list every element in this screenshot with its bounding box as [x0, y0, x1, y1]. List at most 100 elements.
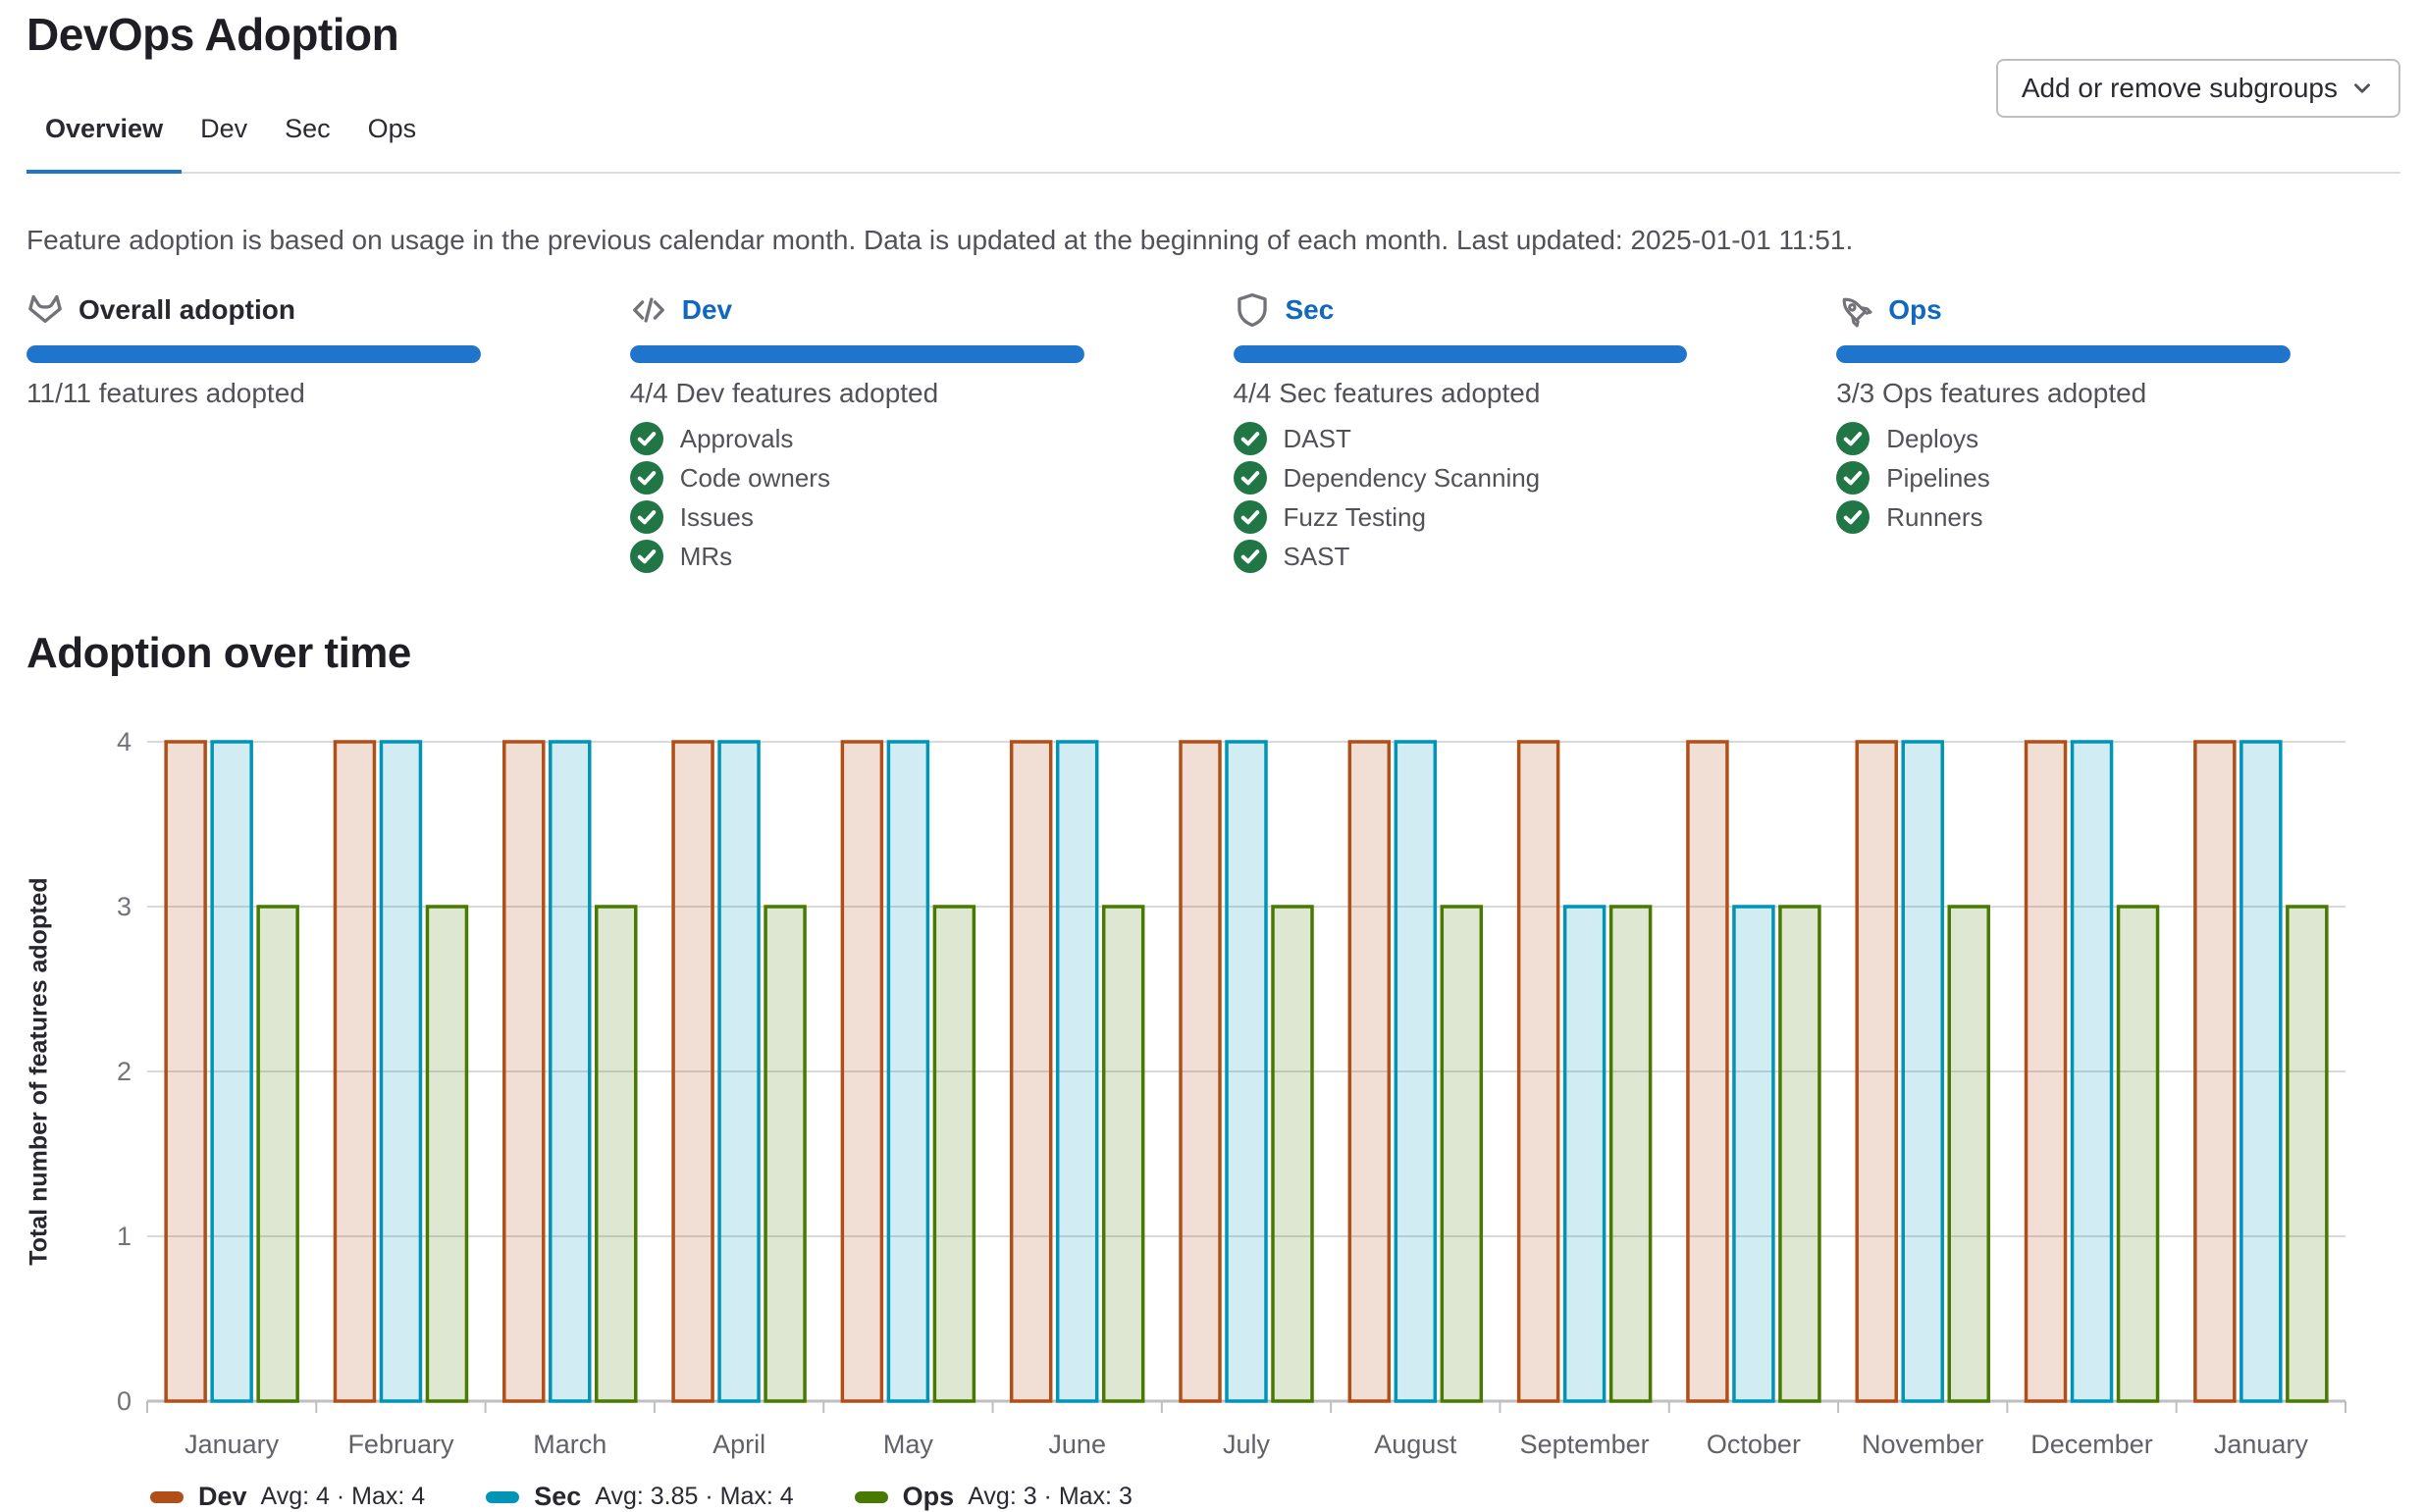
progress-bar-sec: [1233, 345, 1688, 363]
feature-label: SAST: [1283, 541, 1350, 571]
bar-sec-5-may[interactable]: [886, 740, 930, 1403]
card-subtitle-ops: 3/3 Ops features adopted: [1836, 378, 2147, 408]
legend-stats: Avg: 4 · Max: 4: [260, 1483, 426, 1510]
tab-bar: Overview Dev Sec Ops Add or remove subgr…: [26, 59, 2400, 174]
bar-dev-13-january[interactable]: [2193, 740, 2237, 1403]
bar-ops-13-january[interactable]: [2286, 905, 2329, 1403]
bar-sec-8-august[interactable]: [1394, 740, 1438, 1403]
legend-swatch-dev: [150, 1490, 184, 1503]
feature-mrs: MRs: [629, 537, 1194, 576]
bar-sec-4-april[interactable]: [717, 740, 761, 1403]
bar-dev-4-april[interactable]: [671, 740, 714, 1403]
rocket-icon: [1842, 297, 1872, 328]
x-axis-label-6-june: June: [1048, 1430, 1106, 1459]
bar-ops-8-august[interactable]: [1440, 905, 1484, 1403]
bar-dev-2-february[interactable]: [333, 740, 377, 1403]
feature-list-dev: Approvals Code owners Issues MRs: [629, 419, 1194, 576]
bar-dev-5-may[interactable]: [840, 740, 884, 1403]
bar-sec-7-july[interactable]: [1225, 740, 1268, 1403]
bar-sec-3-march[interactable]: [549, 740, 592, 1403]
bar-dev-12-december[interactable]: [2024, 740, 2068, 1403]
bar-ops-1-january[interactable]: [256, 905, 299, 1403]
x-axis-label-9-september: September: [1520, 1430, 1650, 1459]
tab-sec[interactable]: Sec: [266, 104, 349, 174]
bar-dev-11-november[interactable]: [1855, 740, 1898, 1403]
bar-chart-plot: 0 1 2 3 4 January February March April May June Jul…: [117, 727, 2346, 1459]
bar-sec-2-february[interactable]: [379, 740, 423, 1403]
feature-label: Approvals: [679, 423, 794, 453]
adoption-cards: Overall adoption 11/11 features adopted …: [26, 291, 2400, 576]
x-axis-label-13-january: January: [2214, 1430, 2309, 1459]
progress-bar-ops: [1836, 345, 2291, 363]
bar-ops-4-april[interactable]: [764, 905, 807, 1403]
bar-ops-11-november[interactable]: [1947, 905, 1990, 1403]
bar-sec-9-september[interactable]: [1562, 905, 1607, 1403]
bar-ops-7-july[interactable]: [1271, 905, 1314, 1403]
bar-ops-3-march[interactable]: [595, 905, 638, 1403]
feature-pipelines: Pipelines: [1836, 458, 2400, 497]
check-circle-icon: [629, 422, 663, 455]
feature-fuzz-testing: Fuzz Testing: [1233, 497, 1798, 537]
bar-dev-7-july[interactable]: [1179, 740, 1222, 1403]
tabs: Overview Dev Sec Ops: [26, 104, 2400, 174]
bar-dev-10-october[interactable]: [1686, 740, 1729, 1403]
bar-ops-12-december[interactable]: [2116, 905, 2160, 1403]
add-or-remove-subgroups-button[interactable]: Add or remove subgroups: [1995, 59, 2400, 118]
progress-bar-dev: [629, 345, 1084, 363]
feature-label: Code owners: [679, 462, 830, 493]
check-circle-icon: [629, 500, 663, 534]
bar-dev-1-january[interactable]: [164, 740, 207, 1403]
feature-dast: DAST: [1233, 419, 1798, 458]
feature-code-owners: Code owners: [629, 458, 1194, 497]
adoption-over-time-chart: Total number of features adopted 0 1 2 3 4 Ja…: [0, 719, 2424, 1460]
check-circle-icon: [1836, 461, 1871, 495]
y-tick-label-3: 3: [117, 892, 132, 921]
bar-sec-12-december[interactable]: [2070, 740, 2114, 1403]
bar-sec-11-november[interactable]: [1901, 740, 1944, 1403]
card-header: Sec: [1234, 291, 1798, 329]
shield-icon: [1237, 292, 1267, 328]
bar-dev-6-june[interactable]: [1009, 740, 1053, 1403]
card-subtitle-sec: 4/4 Sec features adopted: [1233, 378, 1541, 408]
bar-dev-8-august[interactable]: [1347, 740, 1392, 1403]
bar-sec-13-january[interactable]: [2240, 740, 2283, 1403]
bar-ops-2-february[interactable]: [425, 905, 469, 1403]
tab-overview[interactable]: Overview: [26, 104, 183, 174]
x-axis-label-2-february: February: [347, 1430, 454, 1459]
legend-name: Ops: [902, 1482, 955, 1511]
y-tick-label-1: 1: [117, 1222, 132, 1251]
bar-dev-3-march[interactable]: [502, 740, 546, 1403]
check-circle-icon: [629, 461, 663, 495]
card-subtitle-dev: 4/4 Dev features adopted: [629, 378, 939, 408]
card-header: Overall adoption: [26, 291, 591, 329]
tab-dev[interactable]: Dev: [182, 104, 266, 174]
bar-sec-6-june[interactable]: [1055, 740, 1099, 1403]
check-circle-icon: [629, 540, 663, 573]
feature-runners: Runners: [1836, 497, 2400, 537]
x-axis-label-4-april: April: [712, 1430, 765, 1459]
card-title-dev-link[interactable]: Dev: [681, 294, 733, 325]
tanuki-icon: [28, 294, 62, 324]
card-sec: Sec 4/4 Sec features adopted DAST Depend…: [1233, 291, 1798, 576]
legend-item-ops: Ops Avg: 3 · Max: 3: [854, 1482, 1133, 1512]
bar-dev-9-september[interactable]: [1516, 740, 1560, 1403]
x-axis-label-12-december: December: [2030, 1430, 2153, 1459]
x-axis-label-8-august: August: [1374, 1430, 1457, 1459]
x-axis-label-7-july: July: [1223, 1430, 1271, 1459]
legend-swatch-sec: [486, 1490, 520, 1503]
page-title: DevOps Adoption: [26, 9, 399, 60]
card-title-ops-link[interactable]: Ops: [1888, 294, 1942, 325]
feature-label: Issues: [679, 501, 754, 532]
check-circle-icon: [1233, 540, 1267, 573]
bar-ops-10-october[interactable]: [1778, 905, 1821, 1403]
tab-ops[interactable]: Ops: [349, 104, 436, 174]
card-header: Ops: [1836, 291, 2400, 329]
bar-ops-5-may[interactable]: [932, 905, 976, 1403]
feature-label: Runners: [1886, 501, 1983, 532]
card-title-sec-link[interactable]: Sec: [1285, 294, 1335, 325]
card-overall-adoption: Overall adoption 11/11 features adopted: [26, 291, 591, 576]
bar-ops-9-september[interactable]: [1608, 905, 1653, 1403]
bar-ops-6-june[interactable]: [1101, 905, 1145, 1403]
bar-sec-1-january[interactable]: [210, 740, 253, 1403]
bar-sec-10-october[interactable]: [1732, 905, 1775, 1403]
